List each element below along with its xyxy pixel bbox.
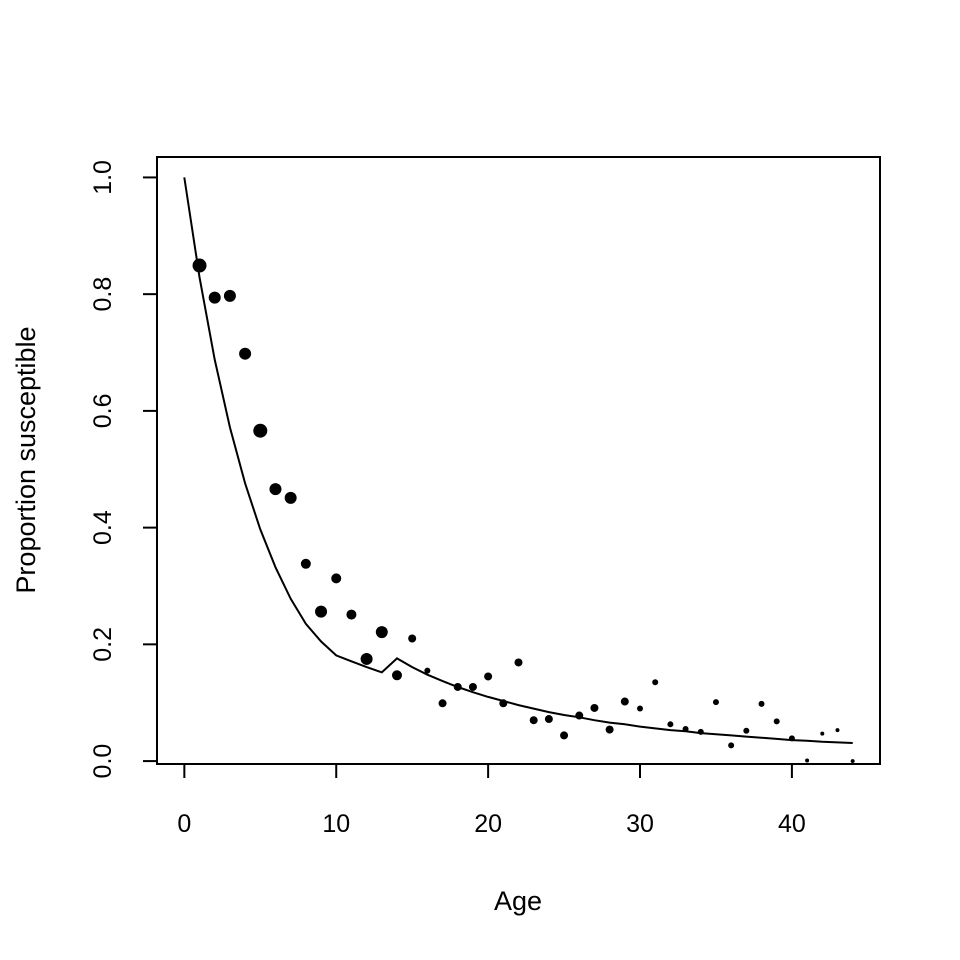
- y-tick-label: 0.8: [89, 277, 117, 312]
- data-point: [728, 742, 735, 749]
- data-point: [529, 716, 538, 725]
- y-tick-label: 0.6: [89, 394, 117, 429]
- data-point: [712, 699, 719, 706]
- data-point: [438, 699, 447, 708]
- y-tick-label: 0.2: [89, 627, 117, 662]
- data-point: [667, 721, 674, 728]
- data-point: [499, 699, 508, 708]
- data-points: [192, 258, 855, 764]
- data-point: [835, 728, 840, 733]
- data-point: [239, 347, 252, 360]
- data-point: [590, 703, 599, 712]
- data-point: [682, 725, 689, 732]
- x-tick-label: 0: [177, 810, 191, 838]
- y-axis-title: Proportion susceptible: [11, 326, 41, 593]
- data-point: [269, 483, 282, 496]
- data-point: [360, 652, 373, 665]
- data-point: [192, 258, 207, 273]
- x-axis: 0 10 20 30 40: [177, 763, 806, 838]
- data-point: [514, 658, 523, 667]
- data-point: [788, 735, 795, 742]
- y-tick-label: 1.0: [89, 160, 117, 195]
- data-point: [820, 731, 825, 736]
- data-point: [408, 634, 417, 643]
- data-point: [758, 700, 765, 707]
- data-point: [284, 491, 297, 504]
- data-point: [208, 291, 221, 304]
- data-point: [331, 573, 342, 584]
- data-point: [253, 423, 268, 438]
- y-axis: 0.0 0.2 0.4 0.6 0.8 1.0: [89, 160, 158, 779]
- y-tick-label: 0.4: [89, 510, 117, 545]
- data-point: [637, 705, 644, 712]
- x-tick-label: 10: [322, 810, 350, 838]
- data-point: [424, 667, 431, 674]
- x-tick-label: 30: [626, 810, 654, 838]
- data-point: [620, 697, 629, 706]
- data-point: [697, 728, 704, 735]
- data-point: [300, 558, 311, 569]
- data-point: [544, 715, 553, 724]
- data-point: [468, 682, 477, 691]
- x-axis-title: Age: [494, 886, 542, 916]
- data-point: [315, 605, 328, 618]
- data-point: [484, 672, 493, 681]
- plot-frame: [156, 156, 881, 765]
- data-point: [850, 759, 855, 764]
- x-tick-label: 20: [474, 810, 502, 838]
- data-point: [805, 758, 810, 763]
- data-point: [375, 626, 388, 639]
- data-point: [575, 711, 584, 720]
- data-point: [652, 679, 659, 686]
- x-tick-label: 40: [778, 810, 806, 838]
- data-point: [453, 682, 462, 691]
- data-point: [560, 731, 569, 740]
- data-point: [605, 725, 614, 734]
- data-point: [223, 289, 236, 302]
- fitted-curve: [183, 177, 853, 744]
- y-tick-label: 0.0: [89, 744, 117, 779]
- data-point: [346, 609, 357, 620]
- data-point: [743, 727, 750, 734]
- data-point: [391, 670, 402, 681]
- data-point: [773, 718, 780, 725]
